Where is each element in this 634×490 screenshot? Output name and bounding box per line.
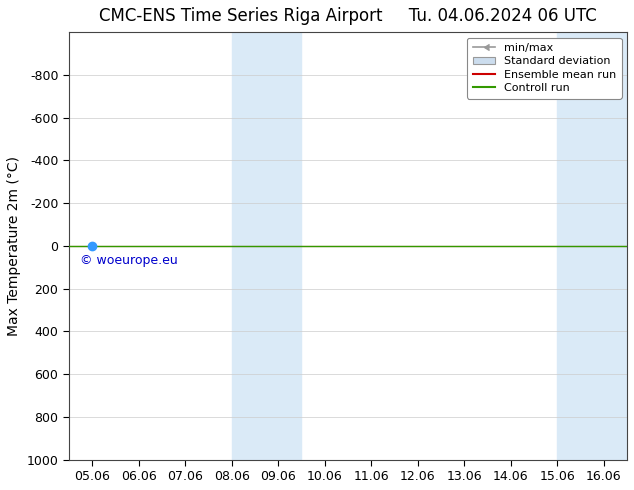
- Bar: [231, 32, 301, 460]
- Title: CMC-ENS Time Series Riga Airport     Tu. 04.06.2024 06 UTC: CMC-ENS Time Series Riga Airport Tu. 04.…: [99, 7, 597, 25]
- Y-axis label: Max Temperature 2m (°C): Max Temperature 2m (°C): [7, 156, 21, 336]
- Text: © woeurope.eu: © woeurope.eu: [80, 254, 178, 268]
- Bar: [557, 32, 627, 460]
- Legend: min/max, Standard deviation, Ensemble mean run, Controll run: min/max, Standard deviation, Ensemble me…: [467, 38, 621, 98]
